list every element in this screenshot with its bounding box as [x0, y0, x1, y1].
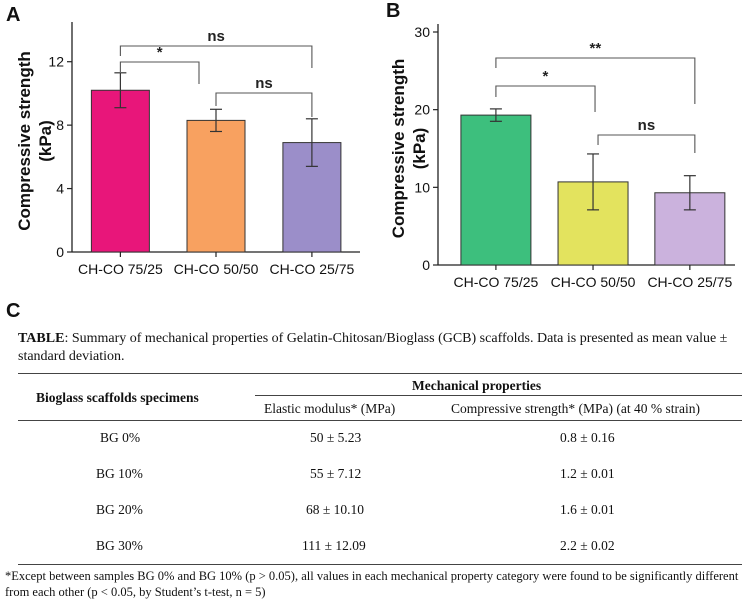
table-row: BG 0% 50 ± 5.23 0.8 ± 0.16 — [18, 421, 742, 457]
panel-label-b: B — [386, 0, 401, 22]
y-tick-label: 4 — [56, 181, 64, 197]
cell-compressive: 2.2 ± 0.02 — [560, 538, 615, 553]
cell-compressive: 1.6 ± 0.01 — [560, 502, 615, 517]
table-row: BG 10% 55 ± 7.12 1.2 ± 0.01 — [18, 457, 742, 493]
header-mechanical-properties: Mechanical properties — [412, 378, 542, 393]
significance-bracket — [495, 85, 596, 112]
significance-bracket — [119, 45, 313, 68]
header-specimen: Bioglass scaffolds specimens — [36, 390, 199, 405]
panel-label-c: C — [6, 300, 21, 322]
table-header: Bioglass scaffolds specimens Mechanical … — [18, 374, 742, 420]
significance-bracket — [119, 61, 200, 84]
bar — [90, 89, 150, 253]
header-compressive-strength: Compressive strength* (MPa) (at 40 % str… — [451, 401, 700, 416]
x-tick-label: CH-CO 25/75 — [647, 274, 732, 290]
cell-specimen: BG 0% — [100, 430, 141, 445]
cell-elastic: 111 ± 12.09 — [302, 538, 366, 553]
significance-label: ns — [255, 75, 273, 92]
x-tick-label: CH-CO 50/50 — [551, 274, 636, 290]
header-elastic-modulus: Elastic modulus* (MPa) — [264, 401, 396, 416]
cell-elastic: 55 ± 7.12 — [310, 466, 362, 481]
bar — [460, 114, 532, 266]
cell-elastic: 50 ± 5.23 — [310, 430, 362, 445]
bar — [186, 119, 246, 253]
table-bottom-rule — [18, 564, 742, 565]
x-tick-label: CH-CO 50/50 — [174, 261, 259, 277]
cell-specimen: BG 20% — [96, 502, 143, 517]
cell-specimen: BG 30% — [96, 538, 143, 553]
y-axis-label: Compressive strength (kPa) — [15, 51, 55, 231]
cell-specimen: BG 10% — [96, 466, 143, 481]
x-tick-label: CH-CO 75/25 — [78, 261, 163, 277]
table-row: BG 20% 68 ± 10.10 1.6 ± 0.01 — [18, 493, 742, 529]
table-footnote: *Except between samples BG 0% and BG 10%… — [5, 569, 739, 599]
cell-compressive: 1.2 ± 0.01 — [560, 466, 615, 481]
table-header-rule — [18, 420, 742, 421]
y-tick-label: 10 — [414, 179, 430, 195]
y-tick-label: 8 — [56, 117, 64, 133]
x-tick-label: CH-CO 75/25 — [454, 274, 539, 290]
y-tick-label: 12 — [48, 54, 64, 70]
y-tick-label: 20 — [414, 102, 430, 118]
table-group-rule — [255, 395, 742, 396]
table-top-rule — [18, 373, 742, 374]
significance-label: * — [157, 44, 163, 61]
panel-label-a: A — [6, 4, 21, 26]
table-caption-text: : Summary of mechanical properties of Ge… — [18, 331, 728, 364]
y-tick-label: 30 — [414, 24, 430, 40]
table-caption: TABLE: Summary of mechanical properties … — [18, 330, 743, 366]
y-axis-label: Compressive strength (kPa) — [389, 59, 429, 239]
significance-bracket — [495, 57, 696, 104]
y-axis-label-line: Compressive strength — [389, 59, 408, 239]
x-tick-label: CH-CO 25/75 — [269, 261, 354, 277]
y-axis-label-line: (kPa) — [410, 128, 429, 170]
table-row: BG 30% 111 ± 12.09 2.2 ± 0.02 — [18, 529, 742, 565]
y-tick-label: 0 — [56, 244, 64, 260]
table-caption-label: TABLE — [18, 331, 65, 346]
y-axis-label-line: (kPa) — [36, 120, 55, 162]
significance-bracket — [215, 92, 313, 117]
cell-compressive: 0.8 ± 0.16 — [560, 430, 615, 445]
significance-label: * — [543, 68, 549, 85]
significance-label: ** — [590, 40, 602, 57]
significance-label: ns — [207, 28, 225, 45]
bar-chart-b: 0 10 20 30 Compressive strength (kPa) CH-CO 75… — [389, 24, 735, 290]
y-tick-label: 0 — [422, 257, 430, 273]
cell-elastic: 68 ± 10.10 — [306, 502, 365, 517]
significance-label: ns — [638, 117, 656, 134]
significance-bracket — [597, 134, 696, 153]
y-axis-label-line: Compressive strength — [15, 51, 34, 231]
